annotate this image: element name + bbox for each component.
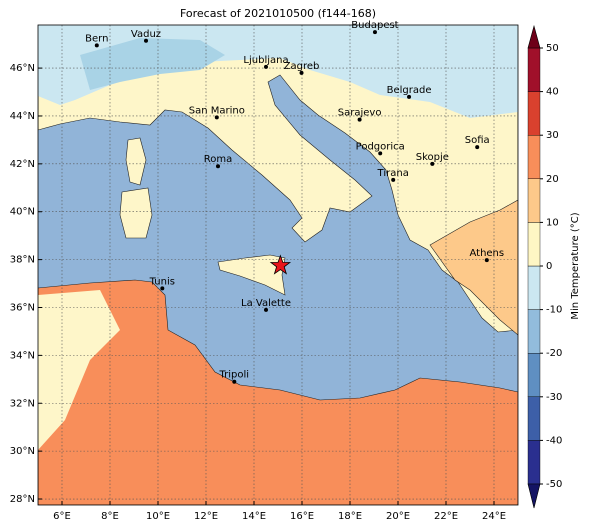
colorbar-tick-label: 10	[546, 217, 559, 228]
colorbar-over	[527, 24, 541, 49]
colorbar-tick-label: -30	[546, 392, 562, 403]
city-dot	[264, 307, 268, 312]
city-label: Tirana	[377, 168, 409, 179]
event-marker	[269, 254, 292, 275]
sardinia	[119, 187, 153, 239]
y-tick-label: 38°N	[10, 255, 35, 266]
city-dot	[484, 258, 489, 263]
city-dot	[94, 43, 99, 48]
colorbar-tick-label: -50	[546, 479, 562, 490]
map-frame	[37, 24, 519, 506]
corsica	[125, 137, 147, 186]
city-label: Zagreb	[284, 61, 320, 72]
city-label: Tripoli	[219, 370, 250, 381]
city-label: Sofia	[465, 135, 490, 146]
europe-land	[38, 25, 518, 333]
city-dot	[214, 115, 219, 120]
city-label: Podgorica	[356, 141, 405, 152]
colorbar-band	[527, 222, 541, 267]
grid	[38, 25, 518, 505]
colorbar-tick-label: -40	[546, 435, 562, 446]
y-tick-label: 32°N	[10, 398, 35, 409]
x-tick-label: 24°E	[482, 511, 506, 522]
colorbar-band	[527, 134, 541, 179]
colorbar-band	[527, 309, 541, 354]
y-tick-label: 42°N	[10, 159, 35, 170]
city-label: Sarajevo	[338, 108, 382, 119]
city-label: Vaduz	[131, 29, 161, 40]
x-tick-label: 12°E	[194, 511, 218, 522]
city-dot	[391, 177, 396, 182]
colorbar-tick-label: -20	[546, 348, 562, 359]
city-dot	[160, 286, 165, 291]
city-label: Tunis	[149, 276, 175, 287]
x-tick-label: 20°E	[386, 511, 410, 522]
city-dot	[299, 70, 304, 75]
city-dot	[232, 379, 237, 384]
colorbar-tick-label: 50	[546, 43, 559, 54]
city-dot	[378, 151, 383, 156]
city-label: Belgrade	[387, 85, 432, 96]
colorbar-band	[527, 178, 541, 223]
city-label: Budapest	[351, 20, 398, 31]
y-tick-label: 28°N	[10, 494, 35, 505]
colorbar-tick-label: 30	[546, 130, 559, 141]
colder-patch	[80, 38, 225, 90]
x-tick-label: 22°E	[434, 511, 458, 522]
colorbar-label: Min Temperature (°C)	[570, 212, 581, 319]
x-tick-label: 10°E	[146, 511, 170, 522]
colorbar-tick-label: 40	[546, 87, 559, 98]
colorbar-band	[527, 353, 541, 398]
africa-north-cool	[38, 290, 120, 450]
city-dot	[216, 164, 220, 169]
colorbar-band	[527, 396, 541, 441]
y-tick-label: 44°N	[10, 111, 35, 122]
city-dot	[407, 94, 412, 99]
y-tick-label: 34°N	[10, 350, 35, 361]
title: Forecast of 2021010500 (f144-168)	[180, 7, 376, 20]
y-tick-label: 40°N	[10, 207, 35, 218]
city-label: Athens	[469, 248, 504, 259]
balkan-warm	[429, 199, 518, 336]
city-label: Ljubljana	[243, 55, 288, 66]
x-tick-label: 18°E	[338, 511, 362, 522]
city-label: Bern	[85, 33, 108, 44]
colorbar-band	[527, 91, 541, 136]
colorbar-tick-label: 0	[546, 261, 552, 272]
city-label: Skopje	[416, 152, 449, 163]
city-label: Roma	[204, 154, 233, 165]
city-dot	[144, 38, 148, 43]
city-dot	[357, 117, 362, 122]
map-fill	[38, 25, 518, 505]
colorbar-tick-label: 20	[546, 174, 559, 185]
colorbar-tick-label: -10	[546, 305, 562, 316]
y-tick-label: 36°N	[10, 302, 35, 313]
city-dot	[264, 64, 268, 69]
sicily	[217, 254, 286, 296]
colorbar-band	[527, 440, 541, 485]
y-tick-label: 30°N	[10, 446, 35, 457]
colorbar-under	[527, 483, 541, 509]
x-tick-label: 6°E	[53, 511, 71, 522]
city-dot	[430, 161, 435, 166]
colorbar-band	[527, 47, 541, 92]
city-label: San Marino	[189, 105, 245, 116]
y-tick-label: 46°N	[10, 63, 35, 74]
city-dot	[372, 30, 377, 35]
colorbar-band	[527, 265, 541, 310]
x-tick-label: 8°E	[101, 511, 119, 522]
x-tick-label: 16°E	[290, 511, 314, 522]
city-label: La Valette	[241, 298, 291, 309]
city-dot	[475, 145, 480, 150]
x-tick-label: 14°E	[242, 511, 266, 522]
